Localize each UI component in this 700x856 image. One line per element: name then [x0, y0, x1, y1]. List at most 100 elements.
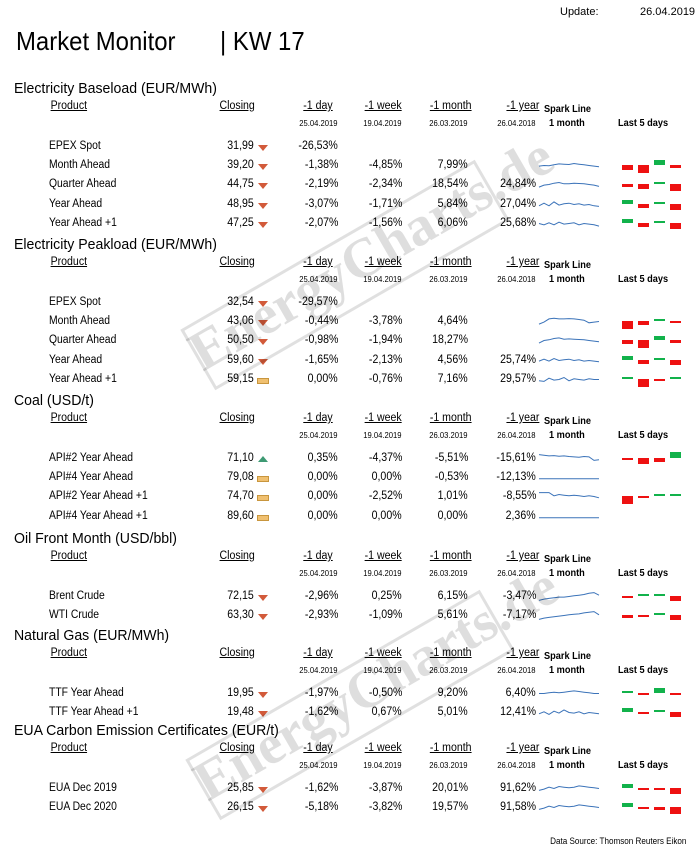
last5-bar — [670, 203, 681, 210]
last5-bar — [670, 165, 681, 168]
closing-price: 26,15 — [227, 801, 254, 814]
change-1-year: 91,62% — [500, 782, 536, 794]
sparkline-path — [538, 611, 600, 621]
trend-down-icon — [257, 163, 269, 171]
change-1-day: -29,57% — [298, 296, 338, 308]
change-1-week: -1,94% — [368, 334, 402, 347]
last5-bar — [670, 807, 681, 814]
trend-down-icon — [257, 338, 269, 346]
last5-bar — [654, 594, 665, 596]
table-row: Brent Crude 72,15 -2,96% 0,25% 6,15% -3,47% — [0, 587, 700, 606]
closing-price: 48,95 — [227, 197, 254, 210]
section-title: Electricity Baseload (EUR/MWh) — [14, 80, 217, 97]
table-row: API#4 Year Ahead +1 89,60 0,00% 0,00% 0,00% 2… — [0, 507, 700, 526]
last5-bar — [654, 613, 665, 616]
last5-bar — [670, 184, 681, 191]
last5-bar — [622, 218, 633, 223]
change-1-week: 0,00% — [371, 509, 402, 522]
last5-bar — [654, 201, 665, 204]
closing-price: 39,20 — [227, 159, 254, 172]
trend-down-icon — [257, 202, 269, 210]
table-row: Year Ahead 48,95 -3,07% -1,71% 5,84% 27,04% — [0, 195, 700, 214]
reference-date: 19.04.2019 — [363, 274, 402, 284]
change-1-day: -2,96% — [304, 590, 338, 602]
last5-bar — [670, 321, 681, 324]
spark-line-header: Spark Line — [544, 104, 592, 115]
col-month-header: -1 month — [429, 100, 472, 112]
change-1-day: -1,62% — [304, 706, 338, 719]
sparkline-chart — [538, 317, 600, 325]
last5-bar — [638, 458, 649, 465]
closing-price: 79,08 — [227, 471, 254, 484]
change-1-month: 20,01% — [432, 782, 468, 794]
change-1-year: -7,17% — [502, 609, 536, 622]
last5-bar — [670, 222, 681, 230]
col-product-header: Product — [50, 742, 88, 754]
change-1-month: 7,99% — [437, 159, 468, 172]
update-date: 26.04.2019 — [640, 6, 696, 18]
product-name: EPEX Spot — [49, 140, 101, 152]
closing-price: 59,60 — [227, 353, 254, 366]
change-1-year: -3,47% — [502, 590, 536, 602]
change-1-year: 25,74% — [500, 353, 536, 366]
sparkline-path — [538, 376, 599, 382]
last5-bar — [622, 496, 633, 505]
change-1-year: -15,61% — [496, 452, 536, 464]
trend-flat-icon — [257, 514, 269, 522]
col-month-header: -1 month — [429, 550, 472, 562]
col-day-header: -1 day — [303, 256, 333, 268]
last5-bar — [670, 340, 681, 343]
change-1-year: 91,58% — [500, 801, 536, 814]
reference-date: 25.04.2019 — [299, 760, 338, 770]
trend-down-icon — [257, 319, 269, 327]
change-1-week: -3,87% — [368, 782, 402, 794]
change-1-month: 7,16% — [437, 372, 468, 385]
reference-date: 25.04.2019 — [299, 118, 338, 128]
last5-bars — [620, 331, 690, 350]
sparkline-chart — [538, 804, 600, 811]
product-name: WTI Crude — [49, 609, 100, 622]
last5-bar — [654, 160, 665, 166]
change-1-week: 0,00% — [371, 471, 402, 484]
sparkline-chart — [538, 337, 600, 344]
col-month-header: -1 month — [429, 256, 472, 268]
col-year-header: -1 year — [506, 742, 540, 754]
table-row: WTI Crude 63,30 -2,93% -1,09% 5,61% -7,17% — [0, 606, 700, 625]
reference-date: 26.03.2019 — [429, 430, 468, 440]
last5-bars — [620, 156, 690, 175]
last5-bar — [622, 458, 633, 460]
table-row: API#4 Year Ahead 79,08 0,00% 0,00% -0,53% -12… — [0, 468, 700, 487]
change-1-week: -2,52% — [368, 490, 402, 503]
section-title: Electricity Peakload (EUR/MWh) — [14, 236, 217, 253]
last5-bar — [654, 458, 665, 462]
change-1-day: -1,97% — [304, 687, 338, 699]
last5-bars — [620, 312, 690, 331]
col-closing-header: Closing — [219, 412, 255, 424]
update-label: Update: — [560, 6, 599, 18]
table-row: EPEX Spot 31,99 -26,53% — [0, 137, 700, 156]
last5-bar — [622, 784, 633, 788]
change-1-month: 5,61% — [437, 609, 468, 622]
last5-bar — [654, 807, 665, 810]
col-week-header: -1 week — [364, 100, 402, 112]
col-week-header: -1 week — [364, 647, 402, 659]
last5-bar — [638, 378, 649, 387]
table-row: API#2 Year Ahead +1 74,70 0,00% -2,52% 1,01%… — [0, 487, 700, 506]
last5-bar — [622, 321, 633, 330]
last5-bar — [638, 712, 649, 715]
last5-bar — [670, 452, 681, 458]
last5-bar — [670, 596, 681, 601]
closing-price: 19,95 — [227, 687, 254, 699]
closing-price: 25,85 — [227, 782, 254, 794]
closing-price: 47,25 — [227, 216, 254, 229]
change-1-year: 12,41% — [500, 706, 536, 719]
change-1-day: -1,65% — [304, 353, 338, 366]
col-year-header: -1 year — [506, 256, 540, 268]
table-row: API#2 Year Ahead 71,10 0,35% -4,37% -5,51% -1… — [0, 449, 700, 468]
sparkline-chart — [538, 592, 600, 601]
change-1-day: -2,19% — [304, 178, 338, 191]
sparkline-chart — [538, 611, 600, 621]
section-title: Natural Gas (EUR/MWh) — [14, 627, 170, 644]
last5-bar — [654, 688, 665, 693]
last5-bar — [622, 184, 633, 187]
